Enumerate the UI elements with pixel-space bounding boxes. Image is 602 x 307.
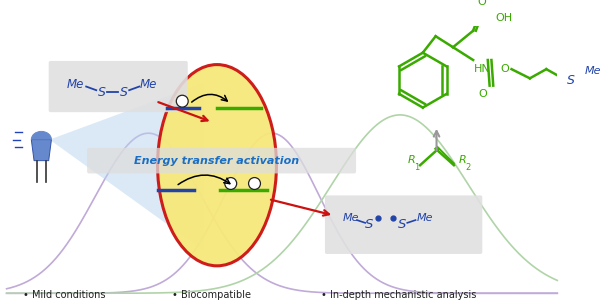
Circle shape bbox=[225, 177, 237, 189]
Text: Energy transfer activation: Energy transfer activation bbox=[134, 156, 300, 166]
Text: R: R bbox=[459, 155, 467, 165]
FancyBboxPatch shape bbox=[49, 61, 188, 112]
Polygon shape bbox=[31, 140, 51, 161]
Text: Me: Me bbox=[417, 213, 433, 223]
Text: HN: HN bbox=[474, 64, 491, 74]
Text: O: O bbox=[477, 0, 486, 7]
Text: S: S bbox=[120, 86, 128, 99]
Text: S: S bbox=[566, 74, 574, 87]
Polygon shape bbox=[49, 83, 203, 250]
Text: Me: Me bbox=[67, 78, 84, 91]
Text: Me: Me bbox=[585, 66, 601, 76]
Text: 1: 1 bbox=[415, 162, 420, 172]
Ellipse shape bbox=[158, 64, 276, 266]
Text: O: O bbox=[501, 64, 509, 74]
Text: S: S bbox=[397, 218, 406, 231]
Text: O: O bbox=[478, 89, 486, 99]
Circle shape bbox=[249, 177, 261, 189]
Text: S: S bbox=[365, 218, 373, 231]
FancyBboxPatch shape bbox=[87, 148, 356, 173]
Text: R: R bbox=[408, 155, 415, 165]
Text: • Mild conditions: • Mild conditions bbox=[23, 290, 105, 300]
Text: Me: Me bbox=[343, 213, 359, 223]
Text: • In-depth mechanistic analysis: • In-depth mechanistic analysis bbox=[320, 290, 476, 300]
Text: OH: OH bbox=[495, 13, 512, 23]
Circle shape bbox=[176, 95, 188, 107]
Polygon shape bbox=[31, 131, 51, 140]
FancyBboxPatch shape bbox=[325, 195, 482, 254]
Text: Me: Me bbox=[140, 78, 157, 91]
Text: 2: 2 bbox=[466, 162, 471, 172]
Text: • Biocompatible: • Biocompatible bbox=[172, 290, 251, 300]
Text: S: S bbox=[98, 86, 106, 99]
